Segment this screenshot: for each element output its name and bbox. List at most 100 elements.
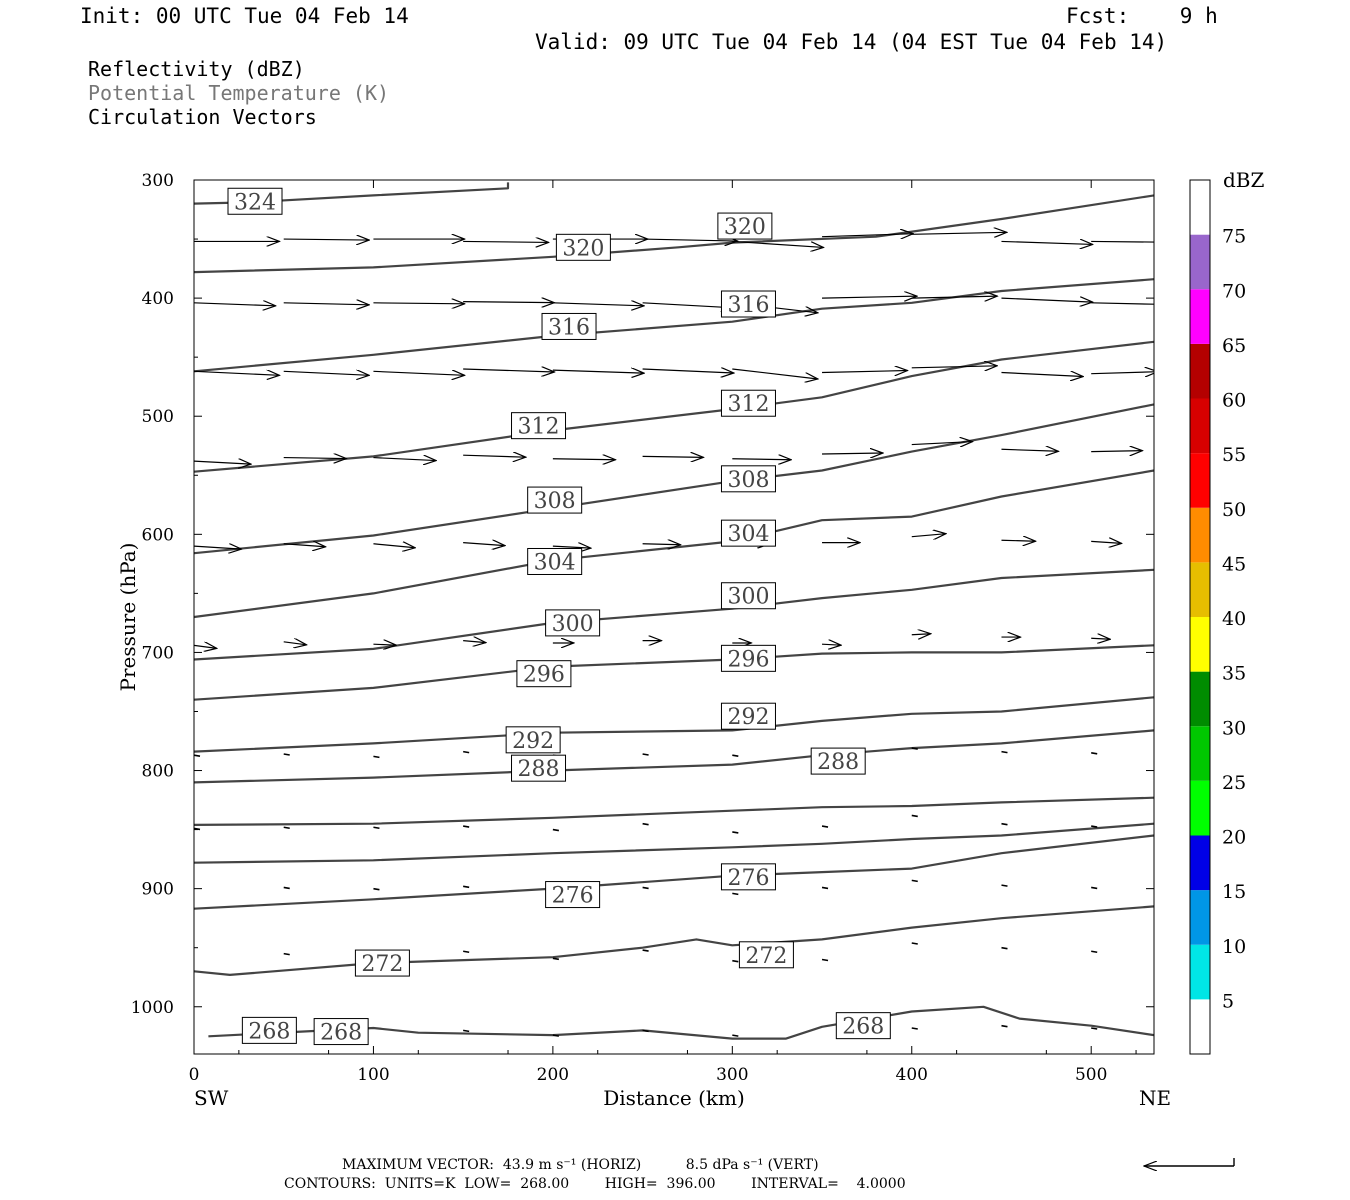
circulation-vector-small <box>1001 946 1008 950</box>
circulation-vector-small <box>911 814 918 818</box>
contour-label-276: 276 <box>552 884 594 909</box>
circulation-vector <box>373 644 396 645</box>
x-tick-label: 200 <box>537 1065 569 1085</box>
circulation-vector-small <box>1091 950 1098 954</box>
circulation-vector-small <box>1091 825 1098 828</box>
contour-label-320: 320 <box>562 236 604 261</box>
contour-line-268 <box>208 1005 1154 1040</box>
circulation-vector-small <box>283 952 290 956</box>
footer-contours: CONTOURS: UNITS=K LOW= 268.00 HIGH= 396.… <box>284 1176 906 1192</box>
contour-label-312: 312 <box>727 392 769 417</box>
circulation-vector <box>194 546 242 549</box>
circulation-vector-small <box>1091 1027 1098 1030</box>
circulation-vector-small <box>642 822 649 826</box>
circulation-vector-small <box>194 754 201 757</box>
circulation-vector-small <box>552 957 560 961</box>
circulation-vector-small <box>194 827 201 831</box>
circulation-vector-small <box>283 826 290 830</box>
circulation-vector-small <box>642 1029 649 1033</box>
contour-label-292: 292 <box>512 729 554 754</box>
contour-label-box <box>241 1016 297 1044</box>
colorbar-level-label: 40 <box>1222 608 1246 630</box>
legend-potential-temperature: Potential Temperature (K) <box>88 81 390 105</box>
legend-circulation-vectors: Circulation Vectors <box>88 105 317 129</box>
contour-label-box <box>545 881 601 909</box>
circulation-vector-small <box>1091 886 1098 890</box>
circulation-vector-small <box>821 825 829 828</box>
contour-label-320: 320 <box>724 215 766 240</box>
circulation-vector-small <box>283 753 290 756</box>
circulation-vector-small <box>911 1027 918 1030</box>
circulation-vector <box>373 544 415 548</box>
contour-label-308: 308 <box>534 489 576 514</box>
colorbar-segment <box>1190 890 1210 945</box>
circulation-vector-small <box>821 886 829 890</box>
contour-label-296: 296 <box>523 663 565 688</box>
contour-label-300: 300 <box>552 612 594 637</box>
contour-label-box <box>313 1018 369 1046</box>
circulation-vector <box>194 461 251 464</box>
circulation-vector-small <box>821 958 829 962</box>
circulation-vector <box>1091 372 1154 374</box>
contour-label-box <box>835 1012 891 1040</box>
contour-label-324: 324 <box>234 190 276 215</box>
contour-label-box <box>738 941 794 969</box>
circulation-vector <box>911 634 931 635</box>
circulation-vector <box>1001 298 1092 302</box>
colorbar-segment <box>1190 944 1210 1000</box>
fcst-value: 9 h <box>1179 4 1218 28</box>
circulation-vector-small <box>463 750 470 754</box>
contour-label-box <box>717 212 773 240</box>
circulation-vector <box>463 455 526 457</box>
colorbar-level-label: 5 <box>1222 990 1234 1012</box>
circulation-vector <box>1001 540 1035 541</box>
y-tick-label: 300 <box>142 171 174 191</box>
colorbar-level-label: 10 <box>1222 936 1246 958</box>
circulation-vector <box>911 442 973 445</box>
circulation-vector-small <box>1091 752 1098 755</box>
contour-label-box <box>527 547 583 575</box>
fcst-label: Fcst: <box>1066 4 1130 28</box>
circulation-vector-small <box>732 754 739 757</box>
colorbar-level-label: 15 <box>1222 881 1246 903</box>
circulation-vector-small <box>1001 822 1008 826</box>
contour-label-box <box>720 863 776 891</box>
circulation-vector-small <box>1001 1024 1008 1028</box>
colorbar-level-label: 20 <box>1222 827 1246 849</box>
y-tick-label: 400 <box>142 289 174 309</box>
contour-line-292 <box>194 696 1154 753</box>
contour-label-268: 268 <box>842 1015 884 1040</box>
circulation-vector <box>1001 373 1083 377</box>
colorbar-level-label: 55 <box>1222 444 1246 466</box>
contour-label-304: 304 <box>534 550 576 575</box>
colorbar-segment <box>1190 617 1210 672</box>
circulation-vector-small <box>463 1029 470 1033</box>
valid-time: Valid: 09 UTC Tue 04 Feb 14 (04 EST Tue … <box>535 30 1168 54</box>
circulation-vector-small <box>463 950 470 954</box>
contour-label-288: 288 <box>817 750 859 775</box>
contour-label-292: 292 <box>727 705 769 730</box>
colorbar-segment <box>1190 835 1210 891</box>
circulation-vector <box>1091 541 1121 543</box>
colorbar-segment <box>1190 726 1210 781</box>
circulation-vector <box>911 366 998 368</box>
circulation-vector <box>822 644 841 645</box>
circulation-vector-small <box>911 747 918 750</box>
contour-line-288 <box>194 729 1154 784</box>
circulation-vector <box>194 645 217 648</box>
legend-reflectivity: Reflectivity (dBZ) <box>88 57 305 81</box>
circulation-vector-small <box>1001 750 1008 754</box>
circulation-vector <box>463 369 554 372</box>
circulation-vector-small <box>911 879 918 883</box>
circulation-vector <box>373 458 436 461</box>
circulation-vector <box>283 458 347 459</box>
contour-line-308 <box>194 403 1154 555</box>
circulation-vector-small <box>283 886 290 890</box>
circulation-vector <box>373 303 464 304</box>
contour-label-300: 300 <box>727 585 769 610</box>
plot-frame <box>193 179 1155 1055</box>
colorbar-level-label: 25 <box>1222 772 1246 794</box>
contour-label-268: 268 <box>320 1021 362 1046</box>
init-time: Init: 00 UTC Tue 04 Feb 14 <box>80 4 409 28</box>
contour-label-268: 268 <box>248 1019 290 1044</box>
